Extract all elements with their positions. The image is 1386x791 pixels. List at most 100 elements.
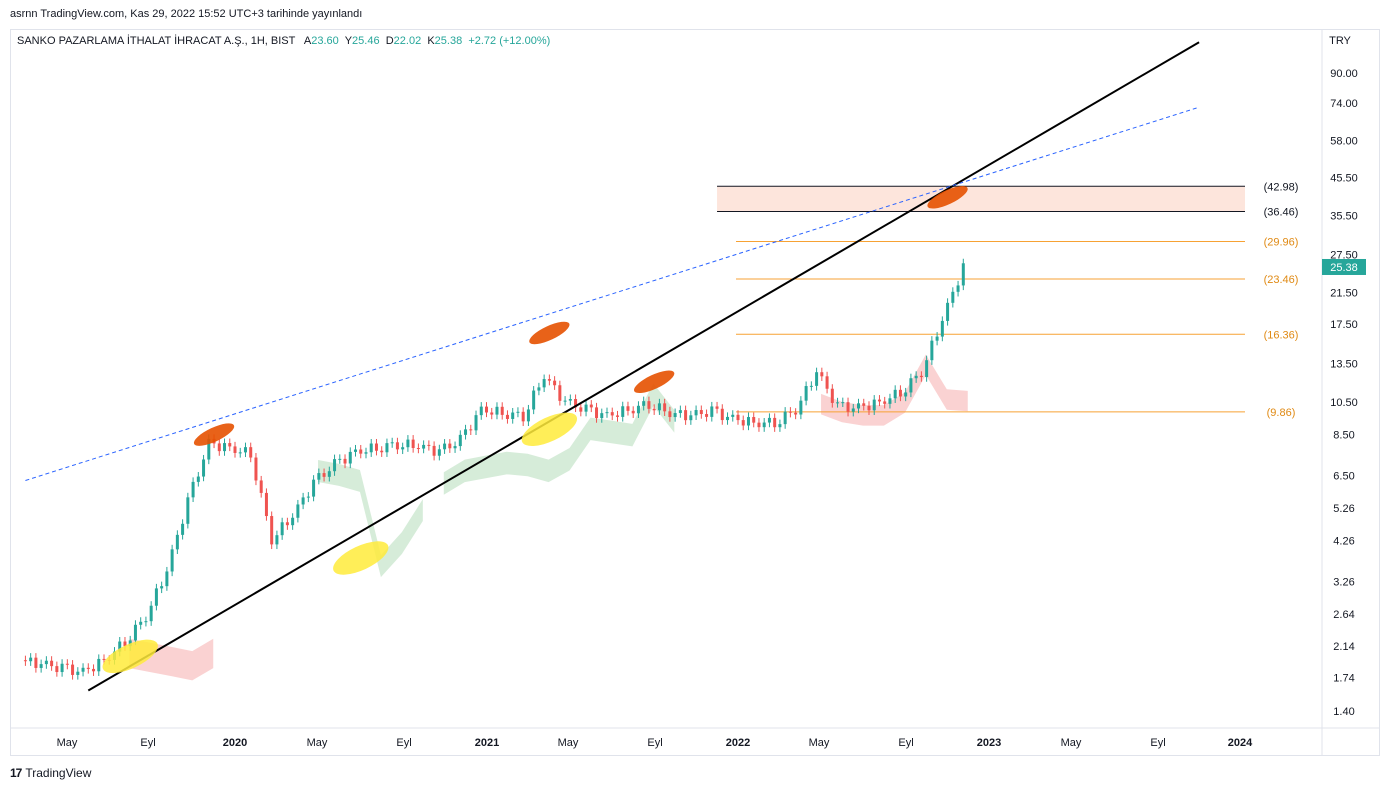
candle-body[interactable] xyxy=(202,459,206,477)
candle-body[interactable] xyxy=(705,414,709,417)
candle-body[interactable] xyxy=(563,400,567,402)
dashed-resistance-line[interactable] xyxy=(25,106,1200,481)
candle-body[interactable] xyxy=(631,410,635,414)
candle-body[interactable] xyxy=(820,372,824,377)
candle-body[interactable] xyxy=(668,411,672,418)
candle-body[interactable] xyxy=(951,291,955,303)
candle-body[interactable] xyxy=(474,415,478,431)
candle-body[interactable] xyxy=(788,411,792,413)
candle-body[interactable] xyxy=(469,429,473,431)
candle-body[interactable] xyxy=(809,385,813,387)
candle-body[interactable] xyxy=(233,446,237,453)
candle-body[interactable] xyxy=(254,457,258,481)
candle-body[interactable] xyxy=(542,379,546,388)
candle-body[interactable] xyxy=(443,443,447,450)
candle-body[interactable] xyxy=(354,449,358,452)
candle-body[interactable] xyxy=(453,446,457,449)
candle-body[interactable] xyxy=(401,447,405,450)
candle-body[interactable] xyxy=(663,403,667,412)
candle-body[interactable] xyxy=(615,415,619,417)
candle-body[interactable] xyxy=(160,586,164,589)
candle-body[interactable] xyxy=(746,417,750,426)
candle-body[interactable] xyxy=(369,443,373,453)
candle-body[interactable] xyxy=(940,320,944,337)
candle-body[interactable] xyxy=(301,497,305,505)
candle-body[interactable] xyxy=(23,660,27,662)
candle-body[interactable] xyxy=(170,549,174,572)
candle-body[interactable] xyxy=(364,452,368,454)
candle-body[interactable] xyxy=(673,413,677,418)
candle-body[interactable] xyxy=(55,666,59,673)
candle-body[interactable] xyxy=(29,657,33,662)
candle-body[interactable] xyxy=(133,624,137,641)
candle-body[interactable] xyxy=(196,476,200,482)
candle-body[interactable] xyxy=(338,458,342,460)
candle-body[interactable] xyxy=(343,458,347,464)
support-touch-highlight-1[interactable] xyxy=(328,534,393,581)
candle-body[interactable] xyxy=(547,379,551,381)
candle-body[interactable] xyxy=(521,411,525,422)
candle-body[interactable] xyxy=(175,534,179,550)
candle-body[interactable] xyxy=(657,403,661,411)
candle-body[interactable] xyxy=(553,380,557,386)
candle-body[interactable] xyxy=(71,664,75,675)
candle-body[interactable] xyxy=(898,389,902,397)
candle-body[interactable] xyxy=(532,390,536,410)
support-trendline[interactable] xyxy=(87,41,1200,692)
candle-body[interactable] xyxy=(249,447,253,458)
candle-body[interactable] xyxy=(76,671,80,675)
candle-body[interactable] xyxy=(97,658,101,672)
resistance-touch-highlight-4[interactable] xyxy=(526,317,572,348)
candle-body[interactable] xyxy=(60,663,64,673)
candle-body[interactable] xyxy=(736,414,740,421)
candle-body[interactable] xyxy=(385,443,389,453)
candle-body[interactable] xyxy=(888,398,892,404)
candle-body[interactable] xyxy=(516,411,520,413)
candle-body[interactable] xyxy=(741,420,745,426)
candle-body[interactable] xyxy=(317,473,321,480)
candle-body[interactable] xyxy=(411,439,415,448)
candle-body[interactable] xyxy=(165,571,169,587)
candle-body[interactable] xyxy=(919,375,923,378)
candle-body[interactable] xyxy=(783,411,787,425)
candle-body[interactable] xyxy=(956,285,960,292)
support-touch-highlight-2[interactable] xyxy=(517,406,582,453)
candle-body[interactable] xyxy=(584,404,588,412)
candle-body[interactable] xyxy=(86,667,90,669)
candle-body[interactable] xyxy=(427,444,431,446)
candle-body[interactable] xyxy=(437,449,441,456)
candle-body[interactable] xyxy=(715,406,719,409)
candle-body[interactable] xyxy=(380,450,384,453)
candle-body[interactable] xyxy=(684,410,688,421)
candle-body[interactable] xyxy=(296,504,300,518)
tradingview-logo[interactable]: 17 TradingView xyxy=(10,766,91,780)
candle-body[interactable] xyxy=(306,496,310,498)
candle-body[interactable] xyxy=(710,406,714,417)
candle-body[interactable] xyxy=(359,449,363,454)
candle-body[interactable] xyxy=(600,413,604,419)
candle-body[interactable] xyxy=(914,375,918,379)
candle-body[interactable] xyxy=(757,422,761,428)
candle-body[interactable] xyxy=(893,389,897,399)
candle-body[interactable] xyxy=(621,406,625,417)
candle-body[interactable] xyxy=(626,406,630,411)
candle-body[interactable] xyxy=(495,406,499,415)
candle-body[interactable] xyxy=(558,385,562,401)
candle-body[interactable] xyxy=(526,409,530,422)
candle-body[interactable] xyxy=(762,422,766,428)
candle-body[interactable] xyxy=(846,402,850,412)
candle-body[interactable] xyxy=(259,480,263,493)
candle-body[interactable] xyxy=(930,340,934,361)
candle-body[interactable] xyxy=(642,401,646,406)
candle-body[interactable] xyxy=(280,522,284,536)
candle-body[interactable] xyxy=(154,588,158,606)
candle-body[interactable] xyxy=(877,399,881,402)
candle-body[interactable] xyxy=(830,388,834,403)
candle-body[interactable] xyxy=(636,405,640,414)
candle-body[interactable] xyxy=(841,402,845,404)
candle-body[interactable] xyxy=(348,451,352,464)
candle-body[interactable] xyxy=(883,401,887,404)
candle-body[interactable] xyxy=(333,459,337,472)
candle-body[interactable] xyxy=(312,479,316,497)
candle-body[interactable] xyxy=(65,663,69,665)
